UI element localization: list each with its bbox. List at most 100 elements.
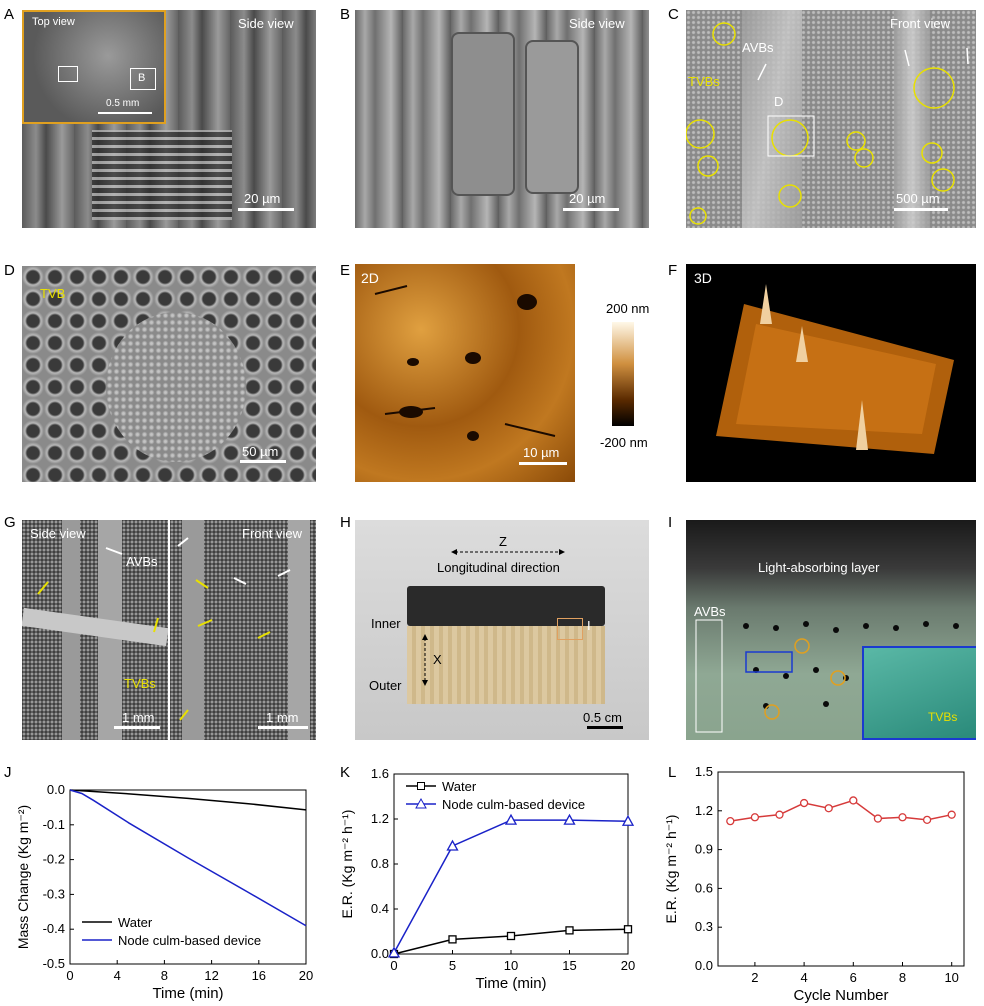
panel-letter-g: G xyxy=(4,514,16,531)
x-tick-label: 20 xyxy=(299,968,313,983)
data-point xyxy=(565,926,574,935)
panel-i-schematic: TVBs Light-absorbing layer AVBs xyxy=(686,520,976,740)
colorbar-top-label: 200 nm xyxy=(606,301,650,316)
scale-label: 1 mm xyxy=(266,710,299,725)
chart-k: 0 5 10 15 20 0.0 0.4 0.8 1.2 1.6 Time (min) E.R. (K… xyxy=(339,766,635,992)
data-point xyxy=(775,810,784,819)
y-tick-label: 0.0 xyxy=(47,782,65,797)
inner-label: Inner xyxy=(371,616,401,631)
box-d-label: D xyxy=(774,94,784,109)
legend-marker xyxy=(415,797,427,809)
scale-label: 500 µm xyxy=(896,191,940,206)
view-label: Front view xyxy=(242,526,302,541)
light-absorbing-layer-label: Light-absorbing layer xyxy=(758,560,880,575)
panel-letter-b: B xyxy=(340,6,351,23)
view-label: Side view xyxy=(30,526,86,541)
series-line-1 xyxy=(69,789,307,927)
afm-mode-label: 3D xyxy=(694,270,712,286)
legend-label: Node culm-based device xyxy=(442,797,585,812)
region-box-i xyxy=(557,618,583,640)
tvbs-label: TVBs xyxy=(688,74,720,89)
data-point xyxy=(504,813,518,825)
inset-scale-label: 0.5 mm xyxy=(106,98,140,109)
outer-label: Outer xyxy=(369,678,402,693)
data-point xyxy=(726,816,735,826)
y-tick-label: -0.2 xyxy=(43,852,65,867)
tvb-circles xyxy=(686,22,969,225)
view-label: Front view xyxy=(890,16,950,31)
colorbar-bottom-label: -200 nm xyxy=(600,435,648,450)
avbs-label: AVBs xyxy=(742,40,774,55)
panel-letter-l: L xyxy=(668,764,677,781)
scale-label: 10 µm xyxy=(523,445,560,460)
legend-marker xyxy=(417,782,425,790)
y-tick-label: -0.4 xyxy=(43,921,65,936)
y-axis-label: E.R. (Kg m⁻² h⁻¹) xyxy=(663,815,679,924)
y-tick-label: 0.3 xyxy=(695,919,713,934)
data-point xyxy=(448,935,457,944)
x-axis-label: Time (min) xyxy=(475,975,546,992)
x-tick-label: 0 xyxy=(66,968,73,983)
top-view-inset: Top view B 0.5 mm xyxy=(22,10,166,124)
afm-colorbar xyxy=(612,322,634,426)
panel-letter-k: K xyxy=(340,764,351,781)
data-point xyxy=(873,814,883,823)
y-tick-label: -0.3 xyxy=(43,886,65,901)
panel-a-sem-image: Top view B 0.5 mm Side view 20 µm xyxy=(22,10,316,228)
scale-label: 0.5 cm xyxy=(583,710,623,725)
y-tick-label: 0.6 xyxy=(695,880,713,895)
data-point xyxy=(621,814,635,826)
panel-e-afm-2d: 2D 10 µm xyxy=(355,264,575,482)
data-point xyxy=(799,798,809,808)
data-point xyxy=(623,925,633,934)
view-label: Side view xyxy=(569,16,625,31)
x-tick-label: 2 xyxy=(751,970,758,985)
legend-label: Water xyxy=(118,915,153,930)
data-point xyxy=(506,931,516,941)
tvbs-label: TVBs xyxy=(928,710,958,724)
x-tick-label: 10 xyxy=(504,958,518,973)
y-tick-label: -0.5 xyxy=(43,956,65,971)
legend-label: Node culm-based device xyxy=(118,933,261,948)
chart-j: 0 4 8 12 16 20 0.0 -0.1 -0.2 -0.3 -0.4 -0.5 Time (mi… xyxy=(15,782,313,1002)
panel-g-ct-front: Front view 1 mm xyxy=(170,520,316,740)
scale-label: 20 µm xyxy=(244,191,281,206)
panel-d-sem-image: TVB 50 µm xyxy=(22,266,316,482)
data-point xyxy=(824,804,833,813)
x-tick-label: 16 xyxy=(252,968,266,983)
series-line-0 xyxy=(730,799,952,822)
tvb-label: TVB xyxy=(40,286,66,301)
y-tick-label: 1.5 xyxy=(695,764,713,779)
x-axis-label: X xyxy=(433,652,442,667)
data-point xyxy=(750,813,760,822)
plot-frame xyxy=(69,789,307,965)
data-point xyxy=(922,815,932,825)
y-tick-label: 0.0 xyxy=(371,946,389,961)
panel-letter-i: I xyxy=(668,514,673,531)
data-point xyxy=(898,813,907,822)
y-tick-label: 0.9 xyxy=(695,842,713,857)
x-tick-label: 0 xyxy=(390,958,397,973)
x-tick-label: 12 xyxy=(204,968,218,983)
box-i-label: I xyxy=(587,618,591,633)
tvbs-inset: TVBs xyxy=(862,646,976,740)
chart-l: 2 4 6 8 10 0.0 0.3 0.6 0.9 1.2 1.5 Cycle Number E.R.… xyxy=(663,764,965,1004)
view-label: Side view xyxy=(238,16,294,31)
x-axis-label: Time (min) xyxy=(152,985,223,1002)
panel-letter-d: D xyxy=(4,262,15,279)
afm-mode-label: 2D xyxy=(361,270,379,286)
x-tick-label: 4 xyxy=(114,968,121,983)
y-tick-label: 0.4 xyxy=(371,901,389,916)
y-tick-label: 1.2 xyxy=(371,811,389,826)
inset-box-label: B xyxy=(138,72,146,84)
panel-letter-h: H xyxy=(340,514,351,531)
legend-label: Water xyxy=(442,779,477,794)
inset-box-2 xyxy=(130,68,156,90)
panel-b-sem-image: Side view 20 µm xyxy=(355,10,649,228)
panel-f-afm-3d: 3D xyxy=(686,264,976,482)
scale-label: 20 µm xyxy=(569,191,606,206)
x-tick-label: 8 xyxy=(161,968,168,983)
panel-h-photo: Z Longitudinal direction Inner Outer X I… xyxy=(355,520,649,740)
x-tick-label: 5 xyxy=(449,958,456,973)
y-tick-label: 1.6 xyxy=(371,766,389,781)
